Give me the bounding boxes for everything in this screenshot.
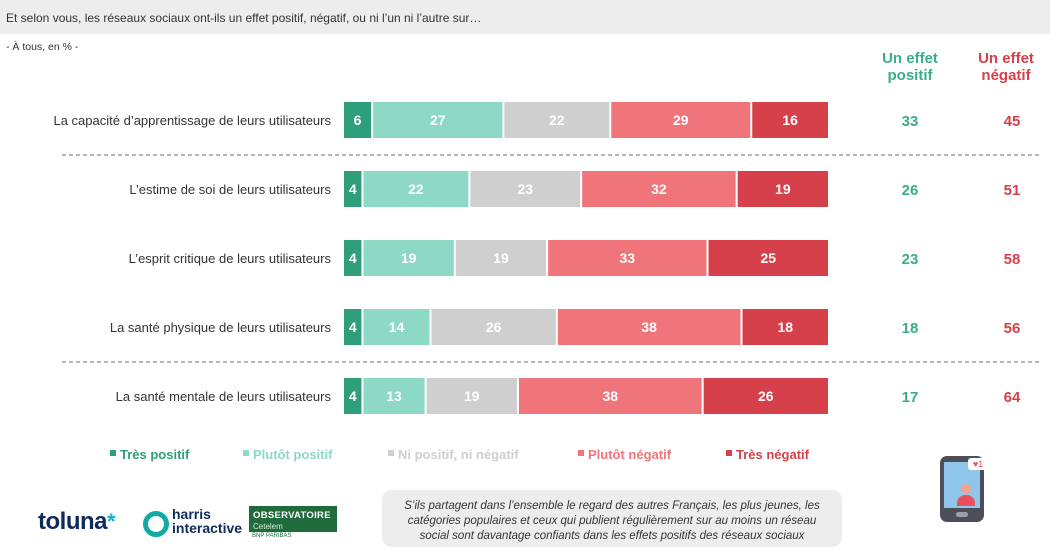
bar-value-label: 38	[603, 388, 619, 404]
bar-segment	[363, 240, 454, 276]
bar-segment	[344, 240, 362, 276]
question-text: Et selon vous, les réseaux sociaux ont-i…	[6, 11, 482, 25]
positive-total: 26	[902, 182, 919, 199]
bar-segment	[611, 102, 751, 138]
heart-notification-icon: ♥1	[968, 458, 988, 470]
legend-label: Ni positif, ni négatif	[398, 447, 519, 462]
bar-value-label: 13	[386, 388, 402, 404]
category-label: La santé mentale de leurs utilisateurs	[116, 389, 332, 404]
bar-value-label: 4	[349, 319, 357, 335]
bar-segment	[373, 102, 503, 138]
bar-segment	[470, 171, 581, 207]
bar-segment	[431, 309, 556, 345]
bar-value-label: 4	[349, 181, 357, 197]
bar-segment	[455, 240, 547, 276]
bar-value-label: 38	[641, 319, 657, 335]
legend-swatch	[578, 450, 584, 456]
bar-segment	[363, 309, 430, 345]
bar-segment	[708, 240, 828, 276]
negative-total: 58	[1004, 251, 1021, 268]
bar-value-label: 22	[549, 112, 565, 128]
base-label: - À tous, en % -	[6, 41, 79, 53]
positive-total: 18	[902, 320, 919, 337]
negative-header-line2: négatif	[981, 67, 1031, 84]
stacked-bar-chart: La capacité d’apprentissage de leurs uti…	[53, 102, 1040, 462]
person-icon	[957, 484, 975, 506]
bar-value-label: 19	[464, 388, 480, 404]
bar-segment	[737, 171, 828, 207]
bar-segment	[518, 378, 702, 414]
positive-header-line2: positif	[887, 67, 933, 84]
bar-segment	[344, 102, 372, 138]
bar-segment	[742, 309, 828, 345]
positive-total: 23	[902, 251, 919, 268]
bar-value-label: 14	[389, 319, 405, 335]
category-label: La santé physique de leurs utilisateurs	[110, 320, 332, 335]
bar-value-label: 22	[408, 181, 424, 197]
legend-label: Très négatif	[736, 447, 810, 462]
bar-value-label: 19	[775, 181, 791, 197]
legend-label: Très positif	[120, 447, 190, 462]
bar-segment	[752, 102, 828, 138]
bar-value-label: 16	[782, 112, 798, 128]
bar-value-label: 4	[349, 250, 357, 266]
bar-value-label: 26	[486, 319, 502, 335]
bar-value-label: 6	[354, 112, 362, 128]
bar-value-label: 25	[760, 250, 776, 266]
positive-total: 33	[902, 113, 919, 130]
negative-total: 56	[1004, 320, 1021, 337]
negative-effect-header: Un effet négatif	[968, 50, 1044, 84]
smartphone-social-icon: ♥1	[940, 456, 988, 522]
bar-segment	[363, 378, 425, 414]
bar-value-label: 4	[349, 388, 357, 404]
bar-value-label: 29	[673, 112, 689, 128]
bar-value-label: 27	[430, 112, 446, 128]
legend-label: Plutôt négatif	[588, 447, 672, 462]
bar-segment	[703, 378, 828, 414]
bar-segment	[582, 171, 736, 207]
legend-swatch	[243, 450, 249, 456]
footer-note: S’ils partagent dans l’ensemble le regar…	[382, 490, 842, 547]
bar-value-label: 33	[620, 250, 636, 266]
harris-ring-icon	[143, 511, 169, 537]
legend-swatch	[110, 450, 116, 456]
category-label: La capacité d’apprentissage de leurs uti…	[53, 113, 331, 128]
negative-total: 51	[1004, 182, 1021, 199]
legend-swatch	[388, 450, 394, 456]
negative-total: 64	[1004, 389, 1021, 406]
positive-header-line1: Un effet	[882, 50, 938, 67]
bar-segment	[344, 309, 362, 345]
bar-segment	[344, 171, 362, 207]
bar-value-label: 19	[401, 250, 417, 266]
bar-value-label: 18	[777, 319, 793, 335]
category-label: L’estime de soi de leurs utilisateurs	[129, 182, 331, 197]
observatoire-cetelem-logo: OBSERVATOIRE Cetelem BNP PARIBAS	[249, 506, 337, 542]
legend-swatch	[726, 450, 732, 456]
bar-segment	[426, 378, 517, 414]
toluna-logo: toluna*	[38, 508, 116, 535]
bar-segment	[344, 378, 362, 414]
bar-value-label: 19	[493, 250, 509, 266]
bar-segment	[557, 309, 741, 345]
bar-segment	[363, 171, 469, 207]
positive-effect-header: Un effet positif	[870, 50, 950, 84]
legend-label: Plutôt positif	[253, 447, 333, 462]
bar-value-label: 32	[651, 181, 667, 197]
bar-value-label: 23	[517, 181, 533, 197]
negative-header-line1: Un effet	[978, 50, 1034, 67]
question-banner: Et selon vous, les réseaux sociaux ont-i…	[0, 0, 1050, 34]
negative-total: 45	[1004, 113, 1021, 130]
bar-segment	[548, 240, 707, 276]
category-label: L’esprit critique de leurs utilisateurs	[129, 251, 332, 266]
bar-segment	[504, 102, 610, 138]
bar-value-label: 26	[758, 388, 774, 404]
positive-total: 17	[902, 389, 919, 406]
footer-note-text: S’ils partagent dans l’ensemble le regar…	[404, 500, 820, 542]
